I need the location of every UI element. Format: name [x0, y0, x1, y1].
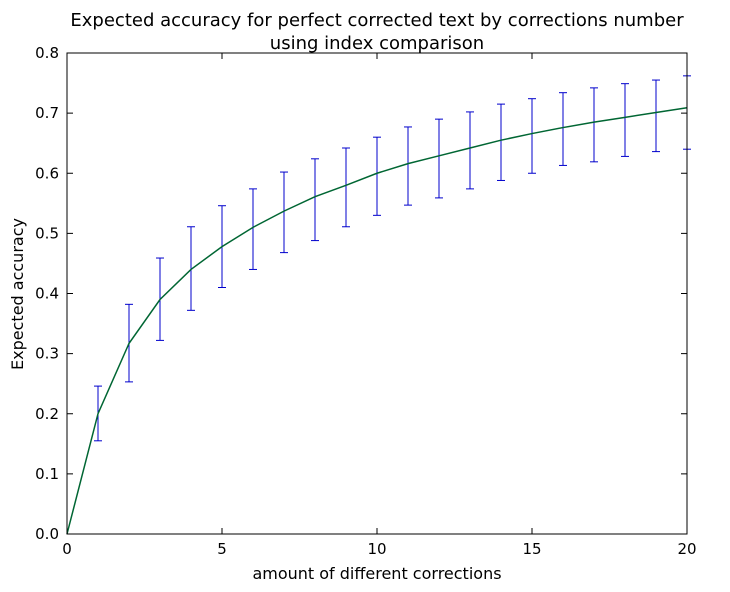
axis-ticks: 0 5 10 15 20 0.0 0.1 0.2 0.3 0.4 0.5 0.6 0.7 0.8 [35, 44, 696, 558]
x-tick-label: 20 [677, 540, 696, 558]
y-tick-label: 0.2 [35, 405, 59, 423]
y-tick-label: 0.0 [35, 525, 59, 543]
series-line [66, 106, 688, 535]
x-tick-label: 0 [62, 540, 72, 558]
y-tick-label: 0.3 [35, 345, 59, 363]
x-tick-label: 10 [367, 540, 386, 558]
y-tick-label: 0.8 [35, 44, 59, 62]
y-tick-label: 0.7 [35, 104, 59, 122]
y-tick-label: 0.4 [35, 285, 59, 303]
plot-area [66, 75, 691, 535]
y-tick-label: 0.1 [35, 465, 59, 483]
y-tick-label: 0.6 [35, 164, 59, 182]
plot-frame [66, 52, 688, 535]
chart-title-line-2: using index comparison [270, 33, 484, 54]
y-axis-label: Expected accuracy [8, 218, 27, 370]
chart-title-line-1: Expected accuracy for perfect corrected … [70, 10, 684, 31]
x-axis-label: amount of different corrections [252, 564, 501, 583]
y-tick-label: 0.5 [35, 224, 59, 242]
x-tick-label: 5 [217, 540, 227, 558]
x-tick-label: 15 [522, 540, 541, 558]
